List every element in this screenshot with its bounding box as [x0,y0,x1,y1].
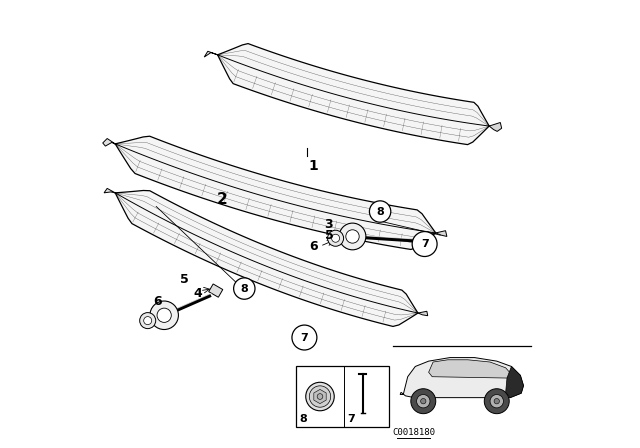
Text: 8: 8 [376,207,384,216]
Circle shape [417,395,430,408]
Circle shape [332,234,340,242]
Text: 8: 8 [300,414,307,423]
Polygon shape [115,136,436,250]
Circle shape [484,389,509,414]
Circle shape [306,382,334,411]
Polygon shape [204,51,218,57]
Circle shape [339,223,366,250]
Text: 7: 7 [348,414,355,423]
Circle shape [144,317,152,325]
Circle shape [317,394,323,399]
Text: 1: 1 [309,159,319,173]
Polygon shape [314,389,326,404]
Text: 5: 5 [324,228,333,241]
Polygon shape [103,138,115,146]
Text: 5: 5 [180,273,189,286]
Text: 6: 6 [309,240,318,253]
Circle shape [369,201,391,222]
Text: C0018180: C0018180 [392,428,435,437]
Circle shape [494,399,499,404]
Text: 3: 3 [324,217,333,231]
Circle shape [150,301,179,330]
Text: 7: 7 [301,332,308,343]
Bar [209,284,223,297]
Circle shape [412,232,437,257]
Circle shape [346,230,359,243]
Text: 7: 7 [420,239,429,249]
Polygon shape [418,311,428,316]
Circle shape [309,386,331,407]
Text: 6: 6 [154,295,162,308]
Circle shape [157,308,172,323]
Circle shape [328,230,344,246]
Polygon shape [400,358,524,398]
Polygon shape [104,188,115,193]
Text: 8: 8 [241,284,248,293]
Text: 4: 4 [193,287,202,300]
Polygon shape [115,190,418,327]
Circle shape [140,313,156,329]
Bar [296,366,389,426]
Polygon shape [218,43,489,145]
Text: 2: 2 [217,192,227,207]
Polygon shape [436,231,447,237]
Circle shape [411,389,436,414]
Polygon shape [429,360,513,378]
Circle shape [292,325,317,350]
Circle shape [490,395,504,408]
Polygon shape [506,366,524,398]
Circle shape [420,399,426,404]
Circle shape [234,278,255,299]
Polygon shape [489,122,502,131]
